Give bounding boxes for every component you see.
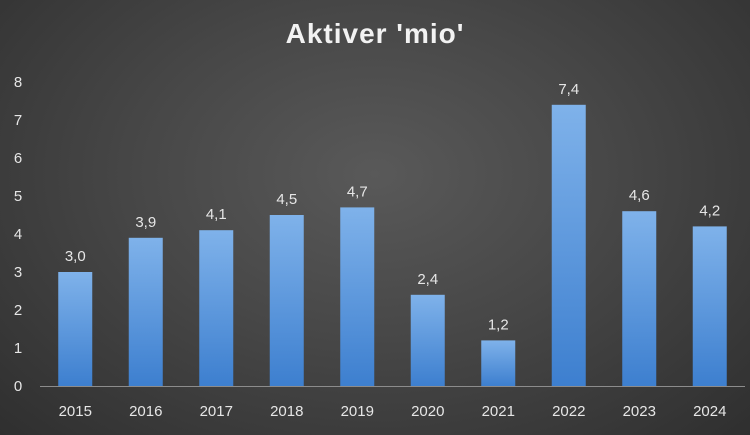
data-label: 4,1 (206, 206, 227, 223)
data-label: 3,0 (65, 248, 86, 265)
data-label: 4,2 (699, 202, 720, 219)
data-label: 3,9 (135, 214, 156, 231)
bar (199, 230, 234, 386)
bar (481, 340, 516, 386)
data-labels: 3,0 3,9 4,1 4,5 4,7 2,4 1,2 7,4 4,6 4,2 (65, 81, 720, 334)
y-tick-label: 2 (14, 302, 22, 319)
bars (58, 104, 727, 387)
x-tick-label: 2017 (200, 403, 233, 420)
bar (58, 272, 93, 386)
bar (551, 104, 586, 387)
y-tick-label: 5 (14, 188, 22, 205)
x-tick-label: 2024 (693, 403, 726, 420)
chart-title: Aktiver 'mio' (285, 18, 465, 49)
data-label: 7,4 (558, 81, 579, 98)
x-tick-label: 2018 (270, 403, 303, 420)
data-label: 1,2 (488, 316, 509, 333)
bar (622, 211, 657, 386)
y-tick-label: 7 (14, 112, 22, 129)
x-tick-label: 2016 (129, 403, 162, 420)
data-label: 2,4 (417, 271, 438, 288)
x-tick-label: 2015 (59, 403, 92, 420)
x-tick-label: 2019 (341, 403, 374, 420)
y-axis: 0 1 2 3 4 5 6 7 8 (14, 74, 22, 395)
y-tick-label: 3 (14, 264, 22, 281)
x-tick-label: 2021 (482, 403, 515, 420)
x-tick-label: 2020 (411, 403, 444, 420)
bar (340, 207, 375, 386)
y-tick-label: 4 (14, 226, 22, 243)
bar (269, 215, 304, 386)
y-tick-label: 1 (14, 340, 22, 357)
data-label: 4,6 (629, 187, 650, 204)
data-label: 4,5 (276, 191, 297, 208)
x-tick-label: 2023 (623, 403, 656, 420)
x-axis: 2015 2016 2017 2018 2019 2020 2021 2022 2023 2024 (59, 403, 727, 420)
x-tick-label: 2022 (552, 403, 585, 420)
y-tick-label: 8 (14, 74, 22, 91)
y-tick-label: 6 (14, 150, 22, 167)
y-tick-label: 0 (14, 378, 22, 395)
bar (692, 226, 727, 386)
bar (410, 294, 445, 386)
data-label: 4,7 (347, 183, 368, 200)
bar (128, 237, 163, 386)
